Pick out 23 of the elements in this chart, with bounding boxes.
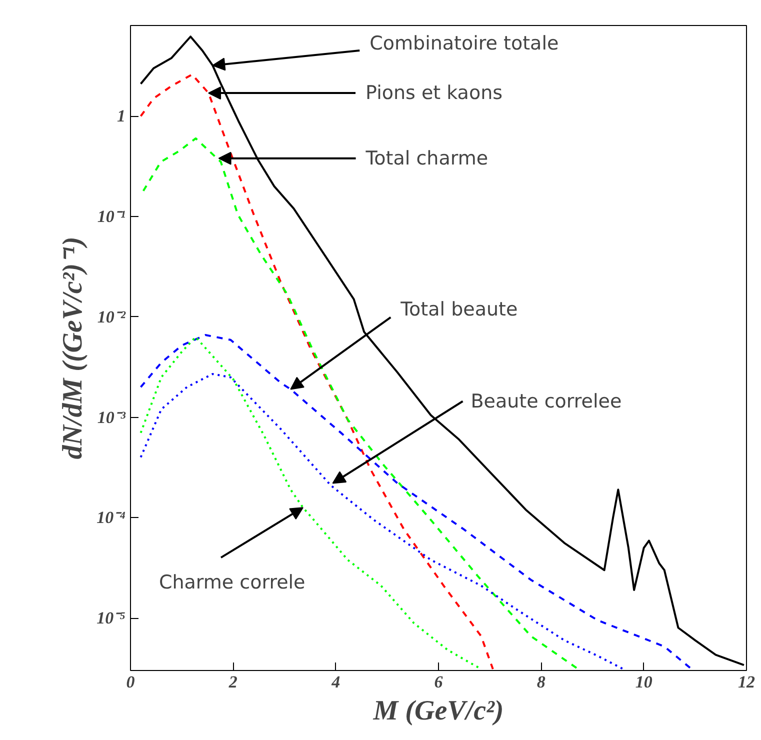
y-tick-label: 10⁻³ <box>97 408 126 427</box>
x-tick-label: 0 <box>126 672 136 692</box>
x-tick-label: 12 <box>738 672 756 692</box>
y-tick-label: 10⁻⁴ <box>96 508 126 528</box>
x-tick-label: 4 <box>330 672 340 692</box>
annotation: Beaute correlee <box>470 390 622 412</box>
annotation: Total charme <box>364 147 488 170</box>
y-tick-label: 10⁻⁵ <box>96 608 126 628</box>
x-tick-label: 6 <box>434 672 444 692</box>
y-axis-title: dN/dM ((GeV/c²)⁻¹) <box>58 236 89 460</box>
annotation: Charme correle <box>158 572 306 594</box>
annotation: Pions et kaons <box>366 82 503 104</box>
line-series <box>140 372 624 670</box>
x-tick-label: 2 <box>228 672 238 692</box>
x-tick-label: 10 <box>635 672 653 692</box>
y-tick-label: 10⁻¹ <box>97 207 126 226</box>
y-tick-label: 1 <box>117 106 126 126</box>
x-tick-label: 8 <box>536 672 546 692</box>
y-tick-label: 10⁻² <box>97 307 126 326</box>
annotation: Combinatoire totale <box>370 32 559 54</box>
x-axis-title: M (GeV/c²) <box>372 696 504 726</box>
line-series <box>140 334 693 670</box>
annotation: Total beaute <box>400 298 518 320</box>
